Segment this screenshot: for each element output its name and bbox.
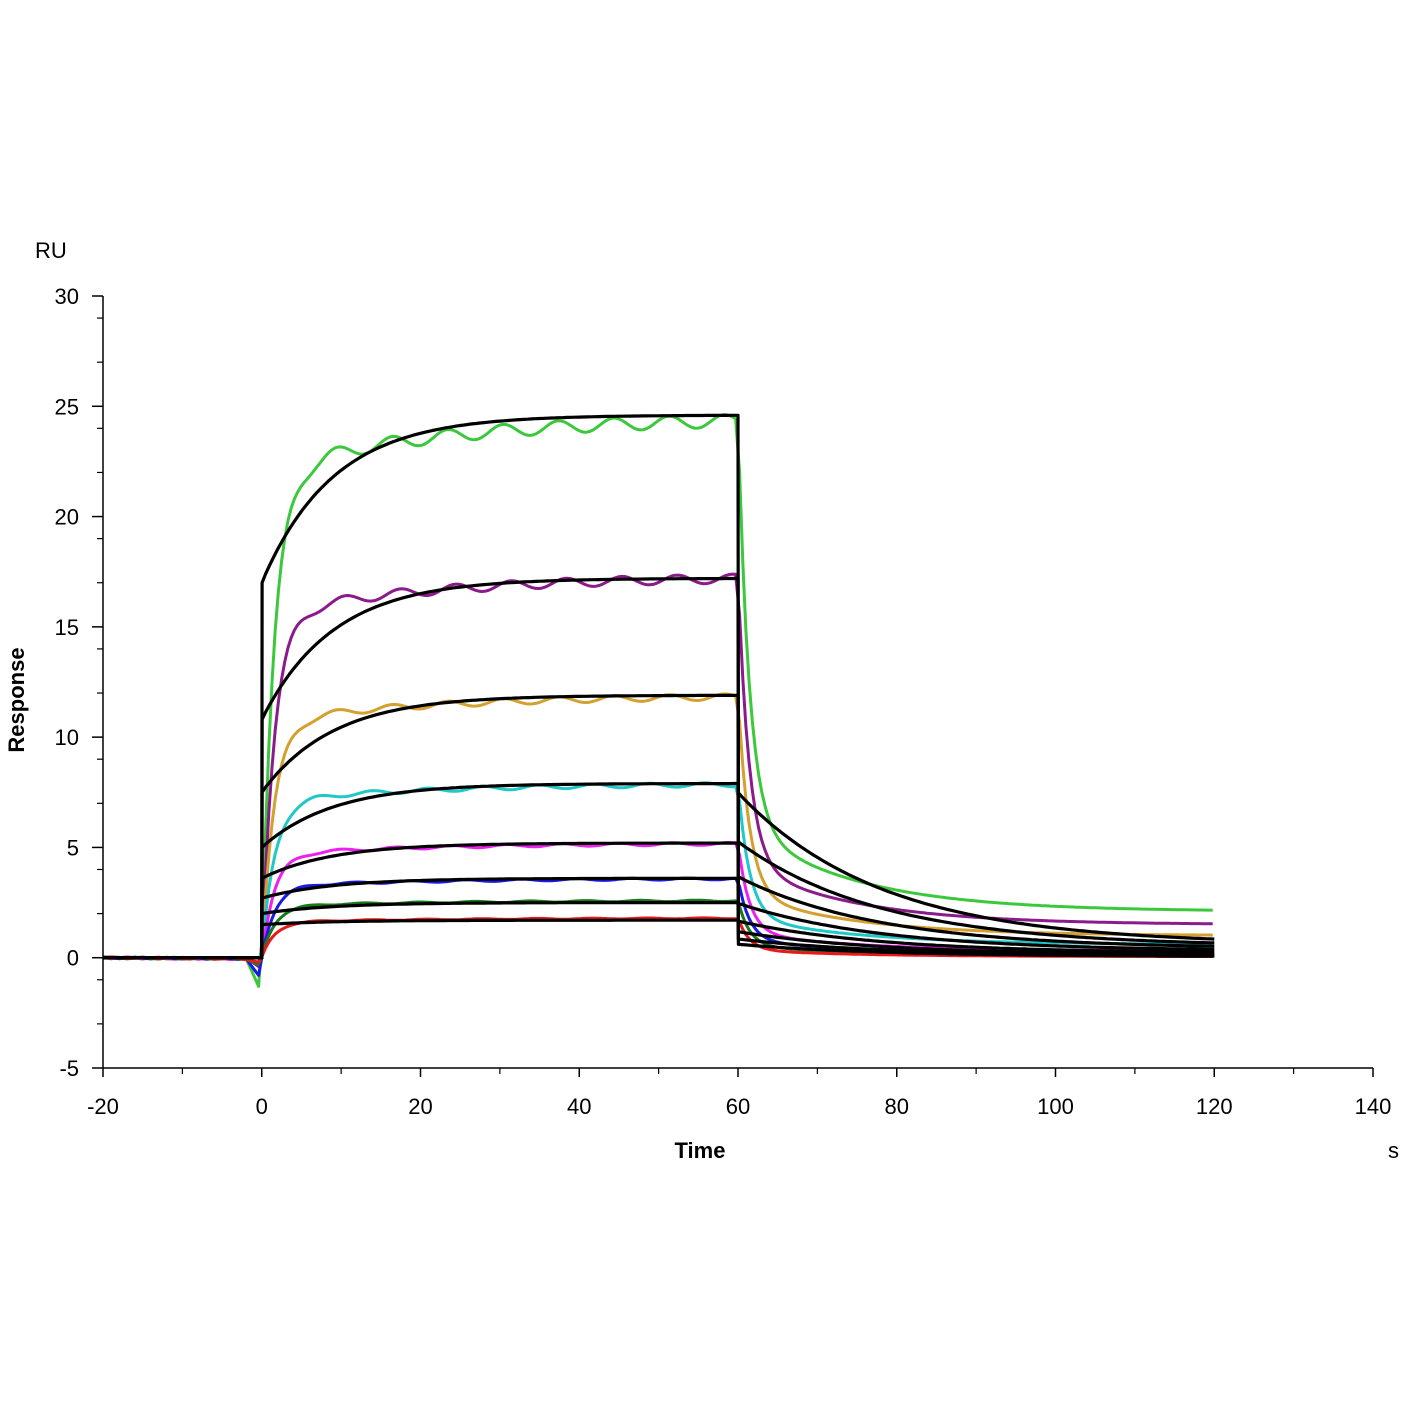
- x-tick-label: 80: [885, 1094, 909, 1119]
- series-fit-1: [103, 413, 1215, 960]
- x-tick-label: 40: [567, 1094, 591, 1119]
- y-tick-label: 5: [67, 835, 79, 860]
- x-unit-label: s: [1388, 1138, 1399, 1163]
- y-tick-label: 20: [55, 505, 79, 530]
- y-unit-label: RU: [35, 238, 67, 263]
- y-ticks: -5 0 5 10 15 20 25 30: [55, 284, 103, 1081]
- y-axis-title: Response: [4, 647, 29, 752]
- y-tick-label: 10: [55, 725, 79, 750]
- y-tick-label: 15: [55, 615, 79, 640]
- series-fit-5: [103, 841, 1215, 960]
- x-tick-label: 20: [408, 1094, 432, 1119]
- y-tick-label: 0: [67, 946, 79, 971]
- series-fit-3: [103, 693, 1215, 960]
- x-tick-label: 140: [1355, 1094, 1392, 1119]
- x-tick-label: 0: [256, 1094, 268, 1119]
- x-axis-title: Time: [675, 1138, 726, 1163]
- x-tick-label: 120: [1196, 1094, 1233, 1119]
- y-tick-label: -5: [59, 1056, 79, 1081]
- x-ticks: -20 0 20 40 60 80 100 120 140: [87, 1068, 1391, 1119]
- series-fit-4: [103, 781, 1215, 960]
- x-tick-label: -20: [87, 1094, 119, 1119]
- series-layer: [102, 413, 1215, 988]
- y-tick-label: 25: [55, 394, 79, 419]
- x-tick-label: 60: [726, 1094, 750, 1119]
- y-tick-label: 30: [55, 284, 79, 309]
- series-fit-2: [103, 576, 1215, 960]
- series-fit-8: [103, 918, 1215, 960]
- x-tick-label: 100: [1037, 1094, 1074, 1119]
- series-purple: [102, 572, 1213, 968]
